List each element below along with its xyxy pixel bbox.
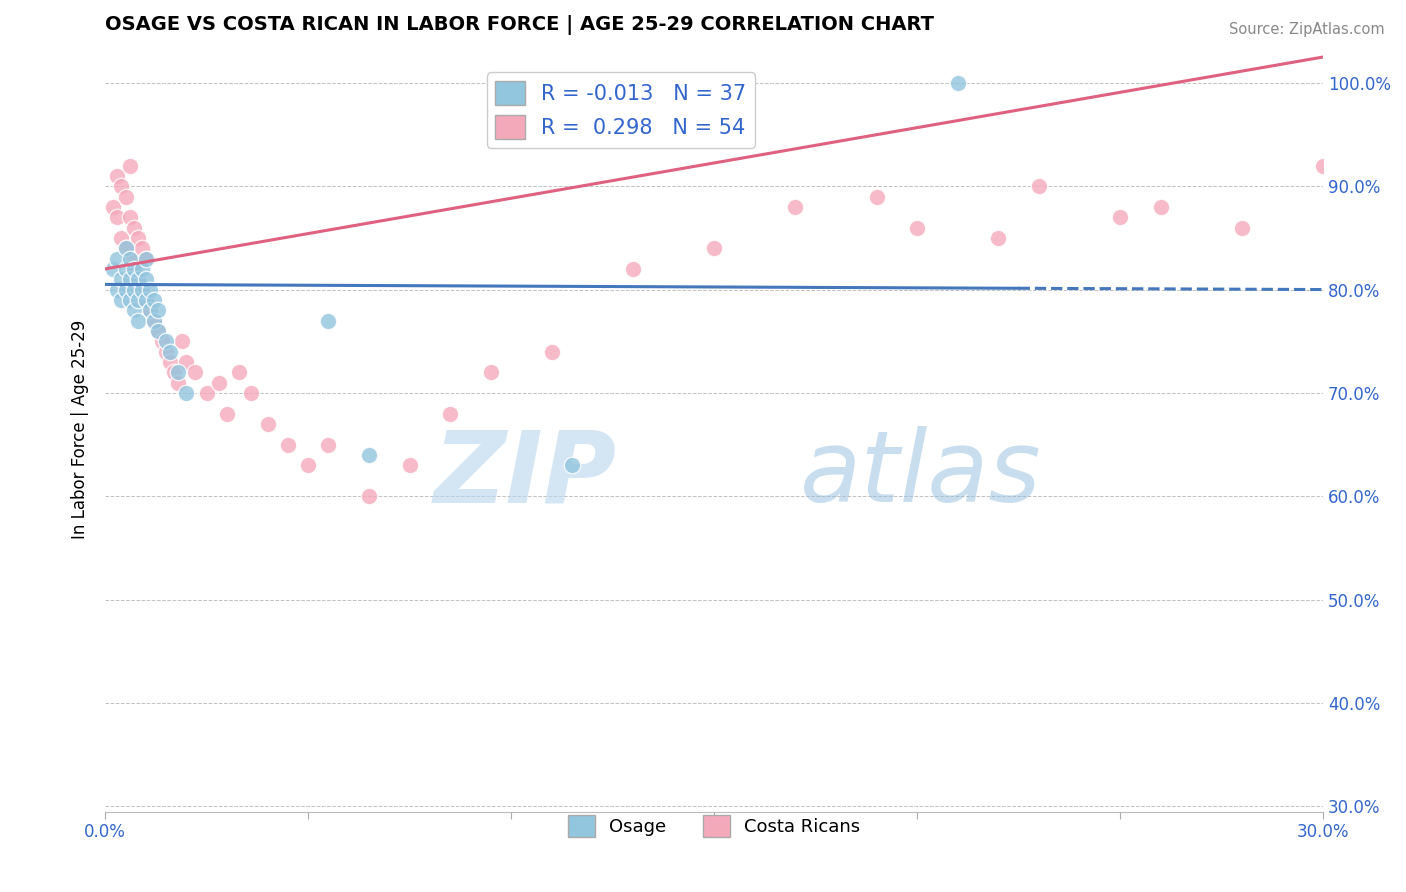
Point xyxy=(946,76,969,90)
Point xyxy=(131,283,153,297)
Point xyxy=(540,344,562,359)
Point xyxy=(114,283,136,297)
Point xyxy=(987,231,1010,245)
Point xyxy=(142,293,165,307)
Point xyxy=(703,241,725,255)
Point xyxy=(167,376,190,390)
Point xyxy=(105,211,128,225)
Point xyxy=(1312,159,1334,173)
Point xyxy=(135,293,157,307)
Point xyxy=(139,283,162,297)
Point xyxy=(277,437,299,451)
Point xyxy=(167,365,190,379)
Point xyxy=(905,220,928,235)
Point xyxy=(110,293,132,307)
Point xyxy=(1230,220,1253,235)
Point xyxy=(228,365,250,379)
Y-axis label: In Labor Force | Age 25-29: In Labor Force | Age 25-29 xyxy=(72,319,89,539)
Point xyxy=(127,272,149,286)
Point xyxy=(215,407,238,421)
Text: Source: ZipAtlas.com: Source: ZipAtlas.com xyxy=(1229,22,1385,37)
Point xyxy=(122,283,145,297)
Legend: Osage, Costa Ricans: Osage, Costa Ricans xyxy=(561,808,868,845)
Point xyxy=(785,200,807,214)
Point xyxy=(159,355,181,369)
Point xyxy=(176,385,198,400)
Point xyxy=(1150,200,1173,214)
Point xyxy=(127,293,149,307)
Point xyxy=(163,365,186,379)
Point xyxy=(114,189,136,203)
Point xyxy=(155,334,177,349)
Point xyxy=(135,272,157,286)
Point xyxy=(118,272,141,286)
Point xyxy=(127,272,149,286)
Point xyxy=(176,355,198,369)
Point xyxy=(139,303,162,318)
Point xyxy=(118,293,141,307)
Point xyxy=(118,252,141,266)
Point xyxy=(479,365,502,379)
Point xyxy=(118,159,141,173)
Point xyxy=(122,261,145,276)
Point xyxy=(105,283,128,297)
Point xyxy=(621,261,644,276)
Point xyxy=(135,252,157,266)
Point xyxy=(318,437,340,451)
Point xyxy=(131,283,153,297)
Point xyxy=(398,458,420,473)
Point xyxy=(110,231,132,245)
Point xyxy=(172,334,194,349)
Point xyxy=(297,458,319,473)
Point xyxy=(1028,179,1050,194)
Point xyxy=(105,169,128,183)
Point xyxy=(1109,211,1132,225)
Point xyxy=(146,324,169,338)
Point xyxy=(359,489,381,503)
Point xyxy=(183,365,205,379)
Text: OSAGE VS COSTA RICAN IN LABOR FORCE | AGE 25-29 CORRELATION CHART: OSAGE VS COSTA RICAN IN LABOR FORCE | AG… xyxy=(105,15,934,35)
Point xyxy=(110,179,132,194)
Point xyxy=(114,261,136,276)
Point xyxy=(561,458,583,473)
Point xyxy=(159,344,181,359)
Text: ZIP: ZIP xyxy=(433,426,617,524)
Point xyxy=(142,313,165,327)
Point xyxy=(103,200,125,214)
Point xyxy=(105,252,128,266)
Point xyxy=(131,241,153,255)
Point xyxy=(195,385,218,400)
Point xyxy=(240,385,263,400)
Point xyxy=(208,376,231,390)
Point xyxy=(118,252,141,266)
Point xyxy=(127,313,149,327)
Point xyxy=(127,231,149,245)
Point xyxy=(865,189,887,203)
Point xyxy=(122,220,145,235)
Point xyxy=(122,261,145,276)
Point xyxy=(318,313,340,327)
Point xyxy=(155,344,177,359)
Point xyxy=(359,448,381,462)
Point xyxy=(139,303,162,318)
Point xyxy=(150,334,173,349)
Point xyxy=(114,241,136,255)
Point xyxy=(131,261,153,276)
Point xyxy=(135,293,157,307)
Point xyxy=(146,324,169,338)
Point xyxy=(103,261,125,276)
Text: atlas: atlas xyxy=(800,426,1040,524)
Point xyxy=(118,211,141,225)
Point xyxy=(142,313,165,327)
Point xyxy=(114,241,136,255)
Point xyxy=(135,252,157,266)
Point xyxy=(256,417,278,431)
Point xyxy=(122,303,145,318)
Point xyxy=(146,303,169,318)
Point xyxy=(110,272,132,286)
Point xyxy=(439,407,461,421)
